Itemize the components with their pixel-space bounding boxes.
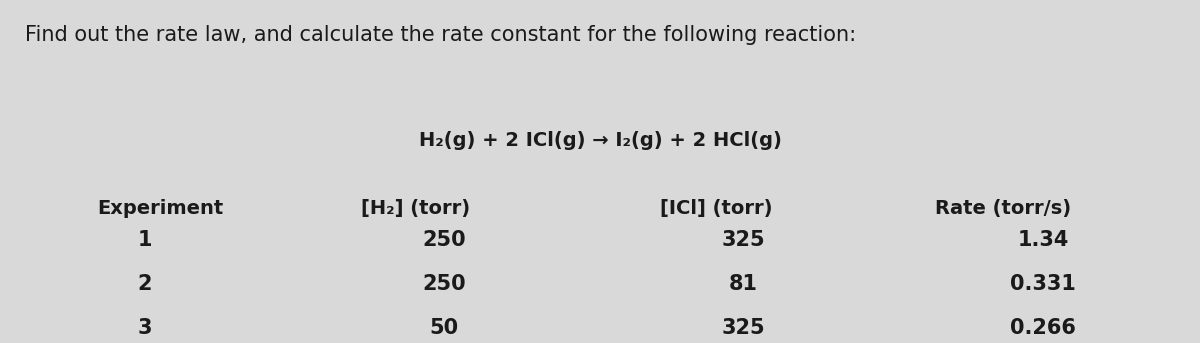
- Text: 1: 1: [138, 230, 152, 250]
- Text: [ICl] (torr): [ICl] (torr): [660, 199, 773, 218]
- Text: 325: 325: [722, 230, 766, 250]
- Text: 81: 81: [730, 274, 758, 294]
- Text: Experiment: Experiment: [97, 199, 223, 218]
- Text: 325: 325: [722, 318, 766, 338]
- Text: 250: 250: [422, 274, 466, 294]
- Text: 0.266: 0.266: [1010, 318, 1076, 338]
- Text: 50: 50: [430, 318, 458, 338]
- Text: H₂(g) + 2 ICl(g) → I₂(g) + 2 HCl(g): H₂(g) + 2 ICl(g) → I₂(g) + 2 HCl(g): [419, 131, 781, 150]
- Text: 3: 3: [138, 318, 152, 338]
- Text: [H₂] (torr): [H₂] (torr): [360, 199, 469, 218]
- Text: Rate (torr/s): Rate (torr/s): [935, 199, 1072, 218]
- Text: 0.331: 0.331: [1010, 274, 1076, 294]
- Text: 250: 250: [422, 230, 466, 250]
- Text: 2: 2: [138, 274, 152, 294]
- Text: Find out the rate law, and calculate the rate constant for the following reactio: Find out the rate law, and calculate the…: [25, 25, 857, 45]
- Text: 1.34: 1.34: [1018, 230, 1069, 250]
